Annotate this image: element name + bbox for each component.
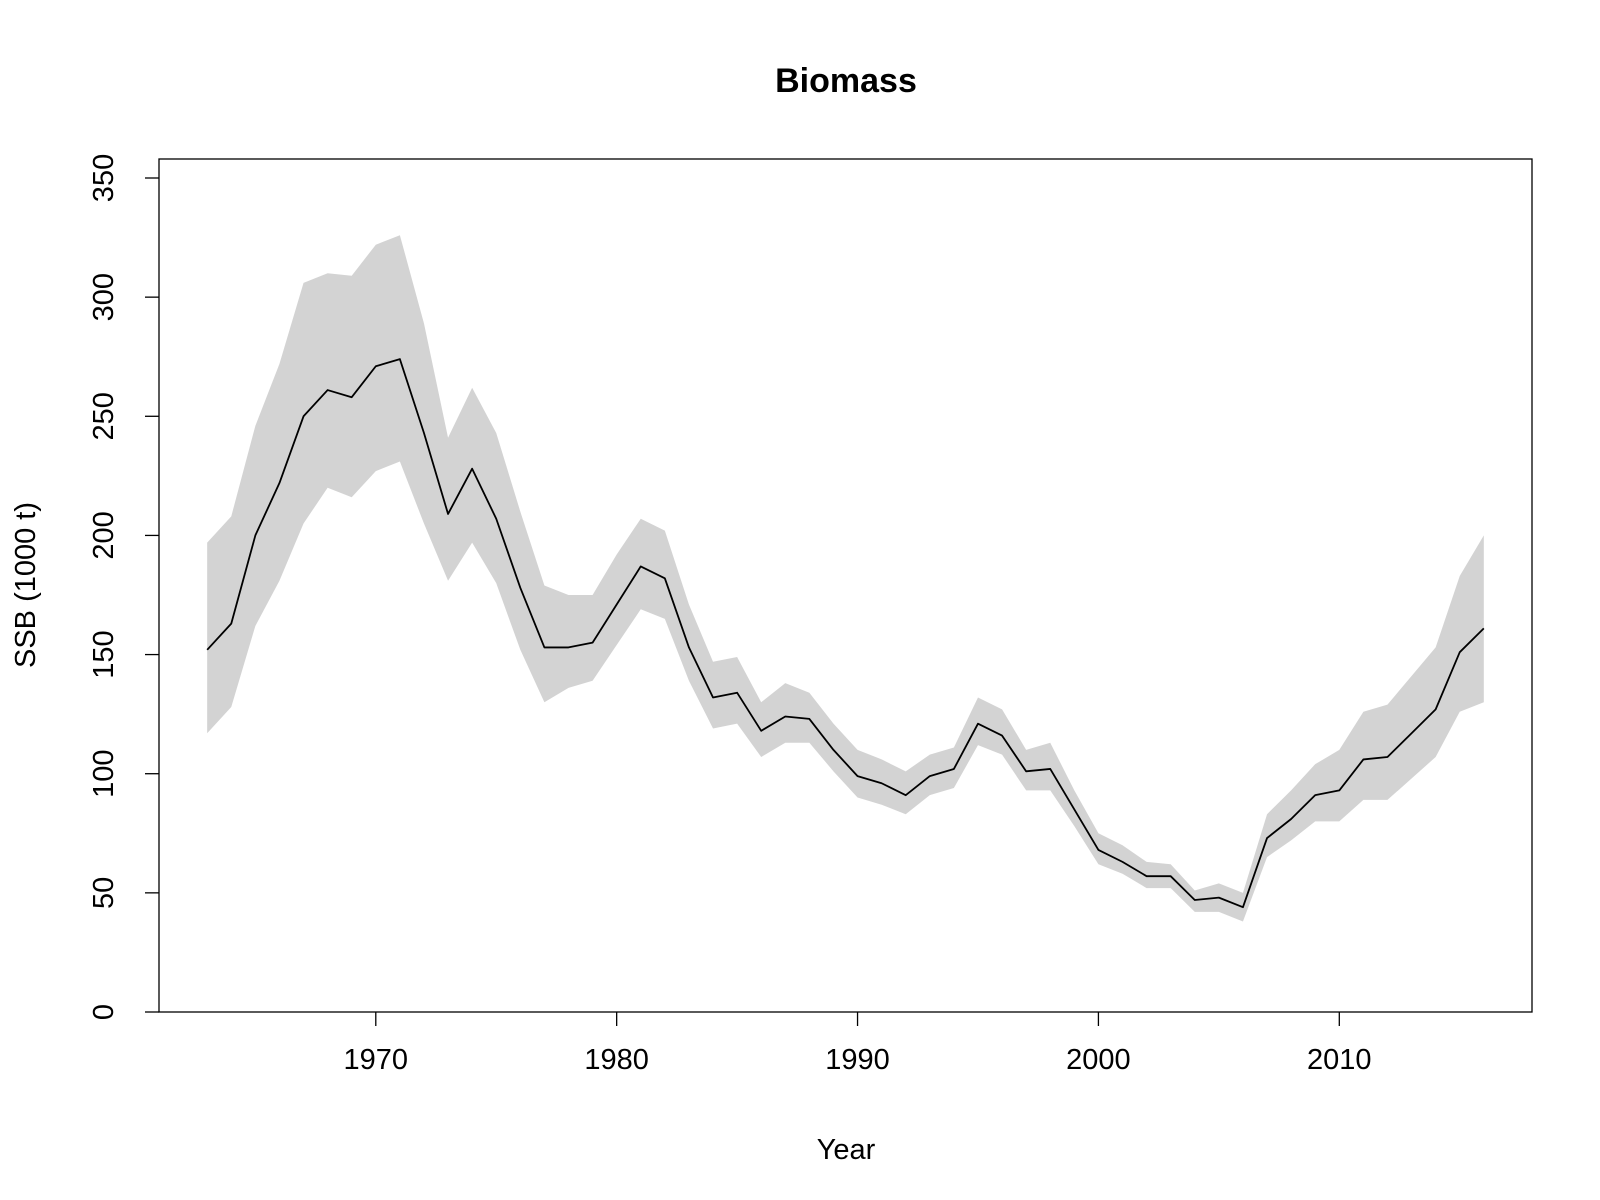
y-tick-label: 200 <box>88 511 120 559</box>
y-tick-label: 0 <box>88 1004 120 1020</box>
x-tick-label: 1970 <box>344 1044 409 1076</box>
y-tick-label: 150 <box>88 630 120 678</box>
series-line-layer <box>206 358 1485 909</box>
y-tick-label: 300 <box>88 273 120 321</box>
plot-frame <box>158 158 1533 1013</box>
y-axis-label: SSB (1000 t) <box>10 502 42 668</box>
y-tick-label: 250 <box>88 392 120 440</box>
x-tick-label: 1990 <box>825 1044 890 1076</box>
y-tick-label: 350 <box>88 154 120 202</box>
x-axis-label: Year <box>817 1134 876 1166</box>
x-tick-label: 2010 <box>1307 1044 1372 1076</box>
y-tick-label: 50 <box>88 877 120 909</box>
y-tick-label: 100 <box>88 750 120 798</box>
x-axis: 1970 1980 1990 2000 2010 <box>344 1012 1372 1076</box>
chart-title: Biomass <box>775 62 917 100</box>
x-tick-label: 1980 <box>584 1044 649 1076</box>
x-tick-label: 2000 <box>1066 1044 1131 1076</box>
confidence-band-layer <box>207 235 1484 922</box>
y-axis: 0 50 100 150 200 250 300 350 <box>88 154 159 1020</box>
confidence-band <box>207 235 1484 922</box>
ssb-line <box>206 358 1485 909</box>
